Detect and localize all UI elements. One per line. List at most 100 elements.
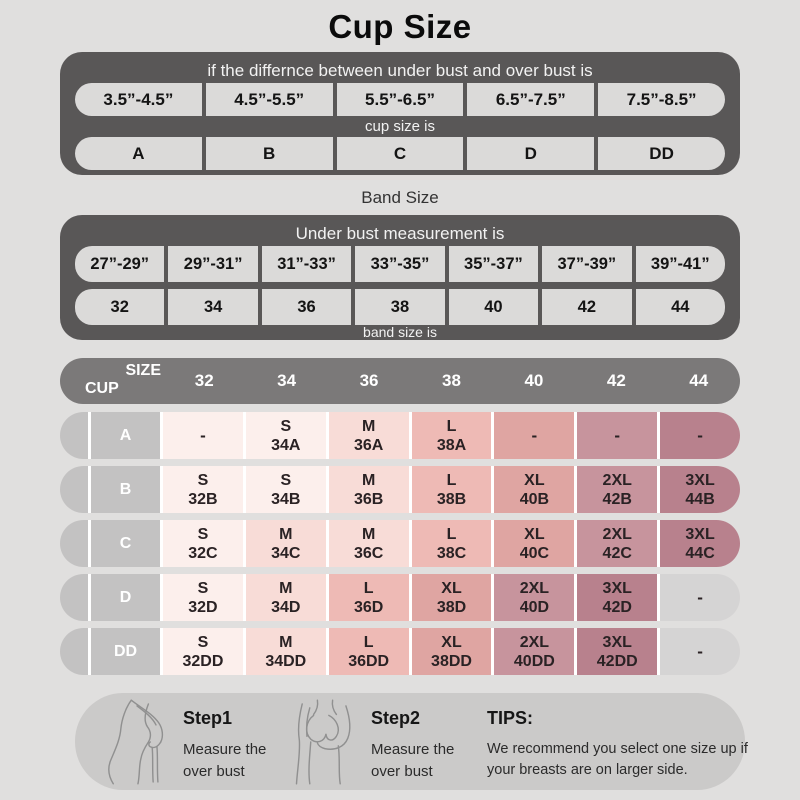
tips-label: TIPS:: [487, 708, 534, 728]
size-matrix-header: SIZE CUP 32 34 36 38 40 42 44: [60, 358, 740, 404]
matrix-column-header: 34: [277, 371, 297, 390]
size-cell: XL 40B: [494, 466, 578, 513]
row-cap: [60, 574, 91, 621]
size-cell: S 32DD: [163, 628, 246, 675]
size-cell: M 36C: [328, 520, 412, 567]
band-number-pill: 44: [635, 289, 725, 325]
matrix-row: D S 32D M 34D L 36D XL 38D 2XL 40D 3XL 42D -: [60, 574, 741, 621]
cup-row-label: B: [91, 466, 163, 513]
band-number-pill: 36: [261, 289, 352, 325]
matrix-row: A - S 34A M 36A L 38A - - -: [60, 412, 741, 459]
size-cell: -: [494, 412, 578, 459]
band-number-pill: 32: [75, 289, 165, 325]
band-number-pill: 34: [168, 289, 258, 325]
size-cell: M 34C: [245, 520, 329, 567]
cup-letter-pill: C: [336, 137, 464, 170]
size-cell: M 36A: [328, 412, 412, 459]
matrix-column-header: 36: [359, 371, 379, 390]
step2-block: Step2 Measure the over bust: [371, 693, 471, 783]
size-cell: S 34A: [245, 412, 329, 459]
size-cell: L 38B: [411, 466, 495, 513]
cup-size-is-label: cup size is: [364, 118, 436, 135]
tips-text: We recommend you select one size up if y…: [487, 741, 748, 779]
size-matrix-body: A - S 34A M 36A L 38A - - - B S 32B S 34B M 36B L 38B XL 40B 2…: [60, 412, 741, 682]
underbust-range-pill: 31”-33”: [261, 246, 352, 282]
cup-difference-range-pill: 6.5”-7.5”: [467, 83, 595, 116]
underbust-range-pill: 27”-29”: [75, 246, 165, 282]
size-cell: S 34B: [245, 466, 329, 513]
size-cell: M 34D: [245, 574, 329, 621]
cup-difference-range-pill: 7.5”-8.5”: [598, 83, 725, 116]
step1-measure-figure-icon: [108, 698, 164, 785]
matrix-column-header: 40: [524, 371, 544, 390]
cup-row-label: C: [91, 520, 163, 567]
size-cell: -: [577, 412, 661, 459]
cup-letter-pill: D: [467, 137, 595, 170]
band-number-pill: 42: [542, 289, 632, 325]
size-cell: L 36D: [328, 574, 412, 621]
band-number-row: 32 34 36 38 40 42 44: [75, 289, 725, 325]
size-cell: 2XL 40D: [494, 574, 578, 621]
size-cell: L 36DD: [328, 628, 412, 675]
cup-letter-pill: DD: [598, 137, 725, 170]
row-cap: [60, 520, 91, 567]
size-cell: L 38A: [411, 412, 495, 459]
matrix-column-header: 32: [194, 371, 214, 390]
matrix-corner: SIZE CUP: [60, 358, 163, 404]
matrix-row: B S 32B S 34B M 36B L 38B XL 40B 2XL 42B 3XL 44B: [60, 466, 741, 513]
band-number-pill: 40: [448, 289, 539, 325]
size-cell: 3XL 42DD: [577, 628, 661, 675]
cup-difference-range-pill: 3.5”-4.5”: [75, 83, 202, 116]
size-cell: S 32C: [163, 520, 246, 567]
size-cell: M 36B: [328, 466, 412, 513]
band-size-is-label: band size is: [363, 324, 437, 340]
size-cell: -: [163, 412, 246, 459]
step1-block: Step1 Measure the over bust: [183, 693, 283, 783]
page-title: Cup Size: [328, 8, 472, 45]
cup-difference-range-pill: 5.5”-6.5”: [336, 83, 464, 116]
band-size-panel: Under bust measurement is 27”-29” 29”-31”…: [60, 215, 740, 340]
cup-row-label: D: [91, 574, 163, 621]
size-cell: XL 38D: [411, 574, 495, 621]
cup-row-label: DD: [91, 628, 163, 675]
size-cell: -: [660, 628, 741, 675]
band-number-pill: 38: [355, 289, 445, 325]
measurement-guide-panel: Step1 Measure the over bust Step2 Measur…: [75, 693, 748, 790]
row-cap: [60, 466, 91, 513]
size-cell: S 32B: [163, 466, 246, 513]
step1-description: Measure the over bust: [183, 741, 267, 780]
cup-panel-header: if the differnce between under bust and …: [207, 61, 593, 80]
size-cell: 3XL 42D: [577, 574, 661, 621]
step1-label: Step1: [183, 708, 233, 728]
size-cell: 3XL 44C: [660, 520, 741, 567]
size-cell: -: [660, 412, 741, 459]
underbust-range-pill: 33”-35”: [355, 246, 445, 282]
step2-description: Measure the over bust: [371, 741, 455, 780]
band-size-title: Band Size: [361, 188, 439, 207]
size-cell: S 32D: [163, 574, 246, 621]
cup-letter-pill: B: [205, 137, 333, 170]
size-cell: 2XL 40DD: [494, 628, 578, 675]
size-cell: 2XL 42B: [577, 466, 661, 513]
underbust-range-pill: 29”-31”: [168, 246, 258, 282]
cup-difference-range-row: 3.5”-4.5” 4.5”-5.5” 5.5”-6.5” 6.5”-7.5” 7.5”…: [75, 83, 725, 116]
matrix-column-header: 42: [606, 371, 626, 390]
tips-block: TIPS: We recommend you select one size u…: [487, 693, 749, 781]
matrix-corner-size-label: SIZE: [125, 362, 161, 379]
cup-letter-pill: A: [75, 137, 202, 170]
underbust-range-pill: 37”-39”: [542, 246, 632, 282]
matrix-column-header: 38: [442, 371, 461, 390]
matrix-column-header: 44: [689, 371, 709, 390]
size-cell: 2XL 42C: [577, 520, 661, 567]
underbust-range-row: 27”-29” 29”-31” 31”-33” 33”-35” 35”-37” 37”-3…: [75, 246, 725, 282]
size-cell: 3XL 44B: [660, 466, 741, 513]
band-panel-header: Under bust measurement is: [295, 224, 505, 243]
row-cap: [60, 628, 91, 675]
size-cell: -: [660, 574, 741, 621]
size-cell: XL 40C: [494, 520, 578, 567]
cup-difference-range-pill: 4.5”-5.5”: [205, 83, 333, 116]
cup-letter-row: A B C D DD: [75, 137, 725, 170]
size-cell: L 38C: [411, 520, 495, 567]
size-cell: XL 38DD: [411, 628, 495, 675]
